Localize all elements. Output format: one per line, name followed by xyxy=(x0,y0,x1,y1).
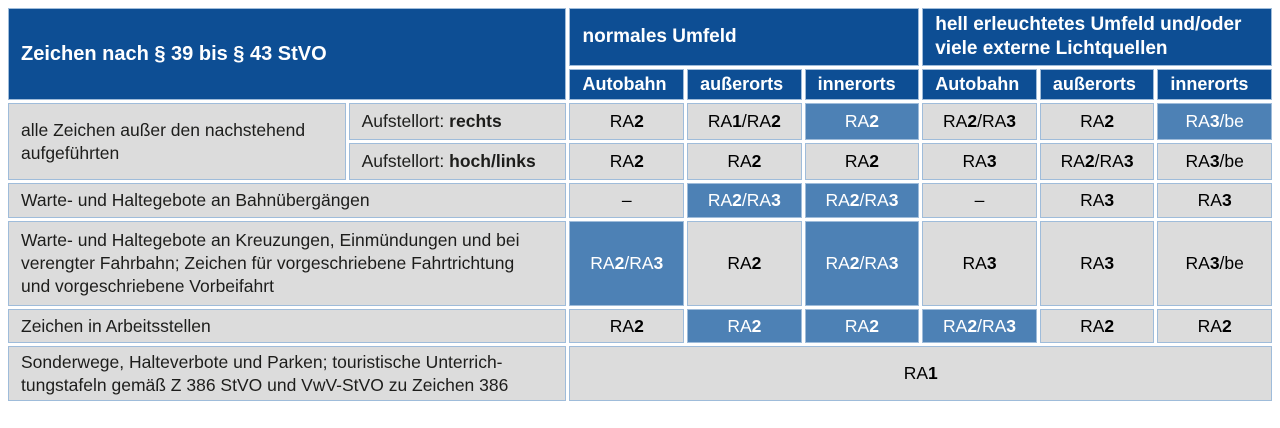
col-header-bright-innerorts: innerorts xyxy=(1157,69,1272,100)
col-header-normal-ausserorts: außerorts xyxy=(687,69,802,100)
aufstellort-hoch-links-cell: Aufstellort: hoch/links xyxy=(348,143,567,180)
row-label-kreuzungen: Warte- und Haltegebote an Kreuzungen, Ei… xyxy=(8,221,567,306)
ra-value-cell: RA2/RA3 xyxy=(687,183,802,218)
ra-value-cell: RA2 xyxy=(1157,309,1272,343)
ra-value-cell: RA2/RA3 xyxy=(804,221,920,306)
ra-value-cell: RA2 xyxy=(804,103,920,140)
table-title: Zeichen nach § 39 bis § 43 StVO xyxy=(8,8,567,100)
aufstellort-prefix: Aufstellort: xyxy=(361,151,445,172)
aufstellort-value: hoch/links xyxy=(449,151,536,172)
ra-value-cell: RA2/RA3 xyxy=(1039,143,1155,180)
ra-value-cell: RA2 xyxy=(804,309,920,343)
ra-value-cell: RA3/be xyxy=(1157,143,1272,180)
row-label-sonderwege: Sonderwege, Halteverbote und Parken; tou… xyxy=(8,346,567,401)
aufstellort-rechts-cell: Aufstellort: rechts xyxy=(348,103,567,140)
ra-value-cell: RA2 xyxy=(687,309,802,343)
col-header-bright-ausserorts: außerorts xyxy=(1039,69,1155,100)
col-header-bright-autobahn: Autobahn xyxy=(922,69,1037,100)
aufstellort-value: rechts xyxy=(449,111,502,132)
col-header-normal-innerorts: innerorts xyxy=(804,69,920,100)
ra-value-cell: RA2 xyxy=(687,143,802,180)
ra-value-cell: RA2 xyxy=(804,143,920,180)
ra-value-cell: RA2/RA3 xyxy=(922,309,1037,343)
ra-value-cell-merged: RA1 xyxy=(569,346,1272,401)
col-group-bright: hell erleuchtetes Umfeld und/oder viele … xyxy=(922,8,1272,66)
ra-value-cell: – xyxy=(569,183,685,218)
ra-value-cell: RA3 xyxy=(922,143,1037,180)
ra-value-cell: RA2 xyxy=(569,143,685,180)
row-label-alle-zeichen: alle Zeichen außer den nachstehend aufge… xyxy=(8,103,346,180)
col-group-normal: normales Umfeld xyxy=(569,8,920,66)
row-label-bahnuebergaenge: Warte- und Haltegebote an Bahnübergängen xyxy=(8,183,567,218)
ra-value-cell: RA3 xyxy=(1039,183,1155,218)
ra-value-cell: – xyxy=(922,183,1037,218)
ra-value-cell: RA2 xyxy=(569,309,685,343)
ra-value-cell: RA2 xyxy=(1039,309,1155,343)
ra-classes-table: Zeichen nach § 39 bis § 43 StVO normales… xyxy=(5,5,1275,404)
ra-value-cell: RA3/be xyxy=(1157,221,1272,306)
ra-value-cell: RA3/be xyxy=(1157,103,1272,140)
ra-value-cell: RA2/RA3 xyxy=(922,103,1037,140)
ra-value-cell: RA3 xyxy=(922,221,1037,306)
row-label-arbeitsstellen: Zeichen in Arbeitsstellen xyxy=(8,309,567,343)
page: Zeichen nach § 39 bis § 43 StVO normales… xyxy=(5,5,1275,404)
col-header-normal-autobahn: Autobahn xyxy=(569,69,685,100)
ra-value-cell: RA2/RA3 xyxy=(569,221,685,306)
ra-value-cell: RA3 xyxy=(1157,183,1272,218)
aufstellort-prefix: Aufstellort: xyxy=(361,111,445,132)
ra-value-cell: RA2 xyxy=(687,221,802,306)
ra-value-cell: RA1/RA2 xyxy=(687,103,802,140)
ra-value-cell: RA2/RA3 xyxy=(804,183,920,218)
ra-value-cell: RA3 xyxy=(1039,221,1155,306)
ra-value-cell: RA2 xyxy=(1039,103,1155,140)
ra-value-cell: RA2 xyxy=(569,103,685,140)
